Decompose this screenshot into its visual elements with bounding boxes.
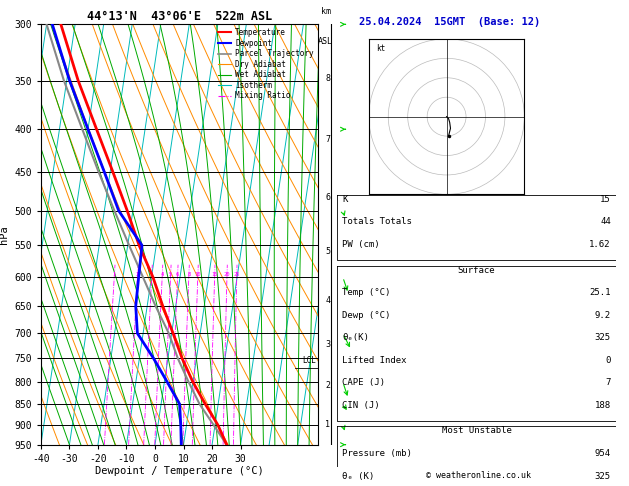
Text: 25.1: 25.1 — [589, 288, 611, 297]
Text: 8: 8 — [325, 74, 330, 83]
Text: 25.04.2024  15GMT  (Base: 12): 25.04.2024 15GMT (Base: 12) — [359, 17, 540, 27]
Text: Lifted Index: Lifted Index — [342, 356, 406, 364]
Text: 5: 5 — [169, 272, 172, 277]
Text: Totals Totals: Totals Totals — [342, 217, 412, 226]
Text: K: K — [342, 195, 347, 204]
Text: 44: 44 — [600, 217, 611, 226]
Text: 25: 25 — [233, 272, 240, 277]
Text: 6: 6 — [176, 272, 179, 277]
Text: 2: 2 — [325, 381, 330, 390]
Text: 325: 325 — [594, 471, 611, 481]
Text: 2: 2 — [136, 272, 139, 277]
Text: θₑ(K): θₑ(K) — [342, 333, 369, 342]
Text: Surface: Surface — [458, 265, 495, 275]
Text: Most Unstable: Most Unstable — [442, 427, 511, 435]
Text: 15: 15 — [600, 195, 611, 204]
Text: PW (cm): PW (cm) — [342, 240, 380, 249]
Text: 0: 0 — [606, 356, 611, 364]
Text: 10: 10 — [194, 272, 201, 277]
Text: kt: kt — [377, 44, 386, 52]
Text: ASL: ASL — [318, 37, 333, 46]
Title: 44°13'N  43°06'E  522m ASL: 44°13'N 43°06'E 522m ASL — [87, 10, 272, 23]
Text: 6: 6 — [325, 193, 330, 203]
Text: 9.2: 9.2 — [594, 311, 611, 320]
Y-axis label: hPa: hPa — [0, 225, 9, 244]
Text: 5: 5 — [325, 247, 330, 257]
Legend: Temperature, Dewpoint, Parcel Trajectory, Dry Adiabat, Wet Adiabat, Isotherm, Mi: Temperature, Dewpoint, Parcel Trajectory… — [218, 28, 314, 100]
Text: 7: 7 — [325, 136, 330, 144]
Text: 4: 4 — [160, 272, 164, 277]
Text: Dewp (°C): Dewp (°C) — [342, 311, 391, 320]
X-axis label: Dewpoint / Temperature (°C): Dewpoint / Temperature (°C) — [95, 467, 264, 476]
Text: Pressure (mb): Pressure (mb) — [342, 449, 412, 458]
Text: 325: 325 — [594, 333, 611, 342]
Text: km: km — [321, 7, 330, 16]
Text: 954: 954 — [594, 449, 611, 458]
Text: 1: 1 — [113, 272, 116, 277]
Text: LCL: LCL — [303, 356, 316, 364]
Text: 1: 1 — [325, 419, 330, 429]
Text: 4: 4 — [325, 296, 330, 305]
Text: Temp (°C): Temp (°C) — [342, 288, 391, 297]
Text: CAPE (J): CAPE (J) — [342, 378, 385, 387]
Text: 8: 8 — [187, 272, 191, 277]
Text: © weatheronline.co.uk: © weatheronline.co.uk — [426, 471, 530, 480]
Text: 3: 3 — [150, 272, 153, 277]
Text: CIN (J): CIN (J) — [342, 400, 380, 410]
Text: θₑ (K): θₑ (K) — [342, 471, 374, 481]
Text: 20: 20 — [224, 272, 230, 277]
Text: 3: 3 — [325, 340, 330, 349]
Text: 7: 7 — [606, 378, 611, 387]
Text: 188: 188 — [594, 400, 611, 410]
Text: 1.62: 1.62 — [589, 240, 611, 249]
Text: 15: 15 — [211, 272, 218, 277]
